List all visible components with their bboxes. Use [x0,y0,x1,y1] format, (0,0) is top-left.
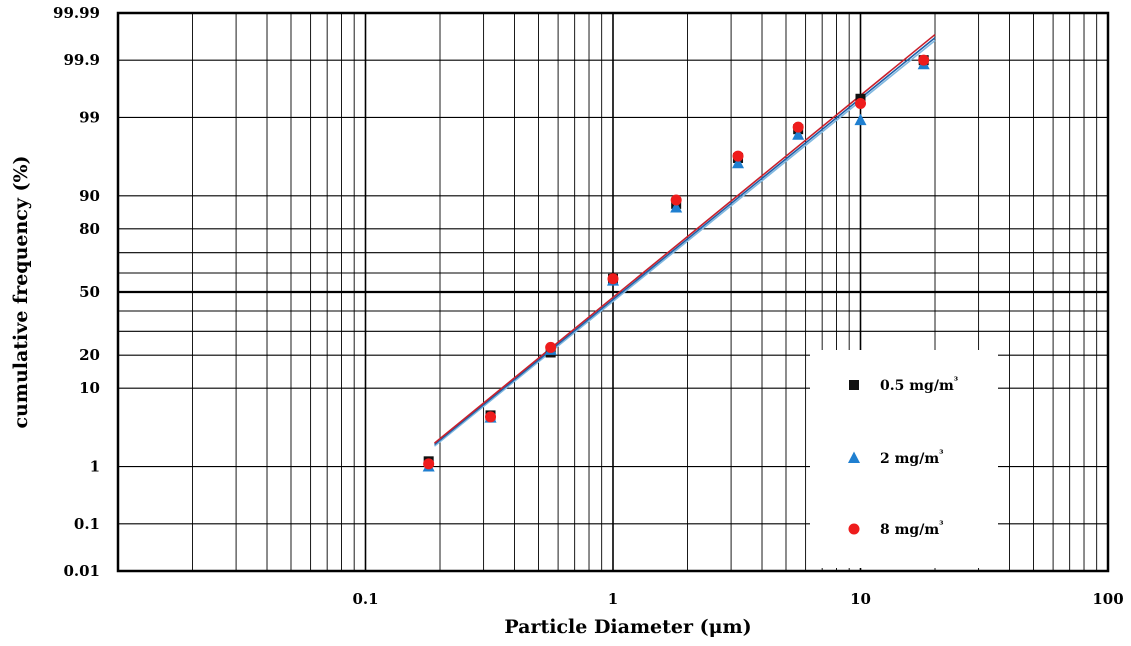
y-tick-label: 0.01 [63,562,100,580]
y-tick-label: 99 [79,108,100,126]
y-tick-label: 99.9 [63,51,100,69]
legend-label-superscript: ³ [954,376,958,387]
y-tick-label: 90 [79,187,100,205]
y-tick-label: 50 [79,283,100,301]
legend-label-superscript: ³ [939,520,943,531]
x-tick-labels: 0.1 1 10 100 [352,590,1123,608]
circle-data-point [423,458,434,469]
x-tick-label: 0.1 [352,590,378,608]
y-tick-label: 1 [90,458,100,476]
circle-data-point [545,342,556,353]
y-axis-title: cumulative frequency (%) [10,155,32,428]
x-tick-label: 1 [608,590,618,608]
y-tick-label: 10 [79,379,100,397]
triangle-data-point [855,114,867,126]
legend-label: 2 mg/m³ [880,449,944,467]
legend-label: 8 mg/m³ [880,520,944,538]
circle-data-point [855,98,866,109]
y-tick-label: 20 [79,346,100,364]
x-tick-label: 10 [850,590,871,608]
legend: 0.5 mg/m³ 2 mg/m³ 8 mg/m³ [810,350,998,568]
legend-label: 0.5 mg/m³ [880,376,958,394]
y-tick-label: 80 [79,220,100,238]
x-tick-label: 100 [1092,590,1123,608]
circle-data-point [608,273,619,284]
circle-data-point [793,122,804,133]
y-tick-labels: 0.01 0.1 1 10 20 50 80 90 99 99.9 99.99 [53,4,100,580]
circle-data-point [485,411,496,422]
legend-square-marker [849,380,859,390]
circle-data-point [733,151,744,162]
legend-label-superscript: ³ [939,449,943,460]
y-tick-label: 99.99 [53,4,100,22]
circle-data-point [671,194,682,205]
y-tick-label: 0.1 [74,515,100,533]
legend-circle-marker [849,524,860,535]
circle-data-point [918,55,929,66]
x-axis-title: Particle Diameter (μm) [504,616,751,638]
